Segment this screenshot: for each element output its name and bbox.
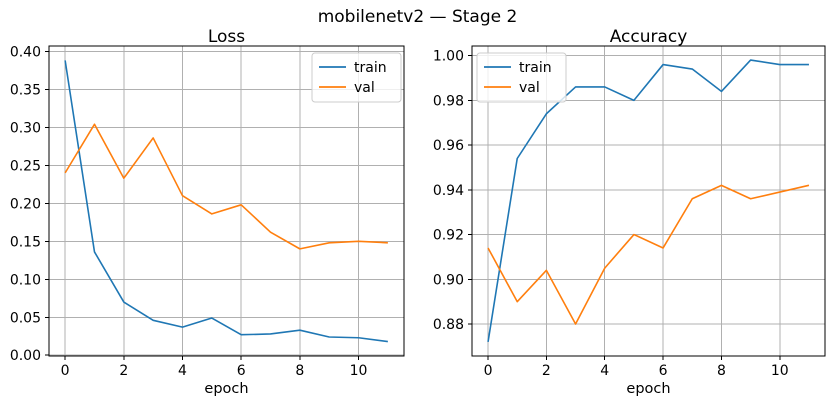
y-tick-label: 0.15 xyxy=(10,234,41,250)
y-tick-label: 0.10 xyxy=(10,272,41,288)
accuracy-chart: 0 2 4 6 8 10 0.88 0.90 0.92 0.94 0.96 0.98 1.00 train… xyxy=(433,45,826,379)
x-tick-label: 2 xyxy=(119,363,128,379)
loss-chart: 0 2 4 6 8 100.000.050.100.150.200.250.300.350… xyxy=(10,44,405,379)
val-line xyxy=(64,123,388,250)
legend-train-label: train xyxy=(354,60,387,76)
x-axis: 0 2 4 6 8 10 xyxy=(61,356,368,379)
y-tick-label: 0.94 xyxy=(433,183,464,199)
accuracy-plot-title: Accuracy xyxy=(609,27,688,47)
legend-box xyxy=(311,52,402,103)
y-tick-label: 0.90 xyxy=(433,272,464,288)
loss-plot-title: Loss xyxy=(207,27,246,47)
x-tick-label: 4 xyxy=(600,363,609,379)
legend-val-label: val xyxy=(519,80,540,96)
figure-title: mobilenetv2 — Stage 2 xyxy=(317,7,518,27)
legend-train-label: train xyxy=(519,60,552,76)
y-tick-label: 0.98 xyxy=(433,93,464,109)
x-tick-label: 8 xyxy=(717,363,726,379)
val-line xyxy=(487,184,810,325)
legend-box xyxy=(476,52,567,103)
y-tick-label: 0.40 xyxy=(10,44,41,60)
y-tick-label: 0.30 xyxy=(10,120,41,136)
loss-x-axis-label: epoch xyxy=(204,381,249,397)
legend: train val xyxy=(311,52,402,103)
y-axis: 0.88 0.90 0.92 0.94 0.96 0.98 1.00 xyxy=(433,49,472,333)
y-tick-label: 0.05 xyxy=(10,310,41,326)
y-tick-label: 0.35 xyxy=(10,82,41,98)
y-tick-label: 0.20 xyxy=(10,196,41,212)
axes-frame xyxy=(48,45,405,357)
y-tick-label: 1.00 xyxy=(433,49,464,65)
y-tick-label: 0.00 xyxy=(10,348,41,364)
x-axis: 0 2 4 6 8 10 xyxy=(484,356,789,379)
x-tick-label: 0 xyxy=(61,363,70,379)
axes-frame xyxy=(471,45,826,357)
x-tick-label: 10 xyxy=(771,363,789,379)
legend: train val xyxy=(476,52,567,103)
x-tick-label: 10 xyxy=(350,363,368,379)
x-tick-label: 0 xyxy=(484,363,493,379)
train-line xyxy=(64,60,388,343)
y-axis: 0.00 0.05 0.10 0.15 0.20 0.25 0.30 0.35 0.40 xyxy=(10,44,49,364)
y-tick-label: 0.25 xyxy=(10,158,41,174)
y-tick-label: 0.88 xyxy=(433,317,464,333)
x-tick-label: 4 xyxy=(178,363,187,379)
accuracy-x-axis-label: epoch xyxy=(626,381,671,397)
x-tick-label: 6 xyxy=(237,363,246,379)
y-tick-label: 0.92 xyxy=(433,228,464,244)
y-tick-label: 0.96 xyxy=(433,138,464,154)
legend-val-label: val xyxy=(354,80,375,96)
x-tick-label: 8 xyxy=(295,363,304,379)
x-tick-label: 2 xyxy=(542,363,551,379)
train-line xyxy=(487,59,809,343)
x-tick-label: 6 xyxy=(659,363,668,379)
